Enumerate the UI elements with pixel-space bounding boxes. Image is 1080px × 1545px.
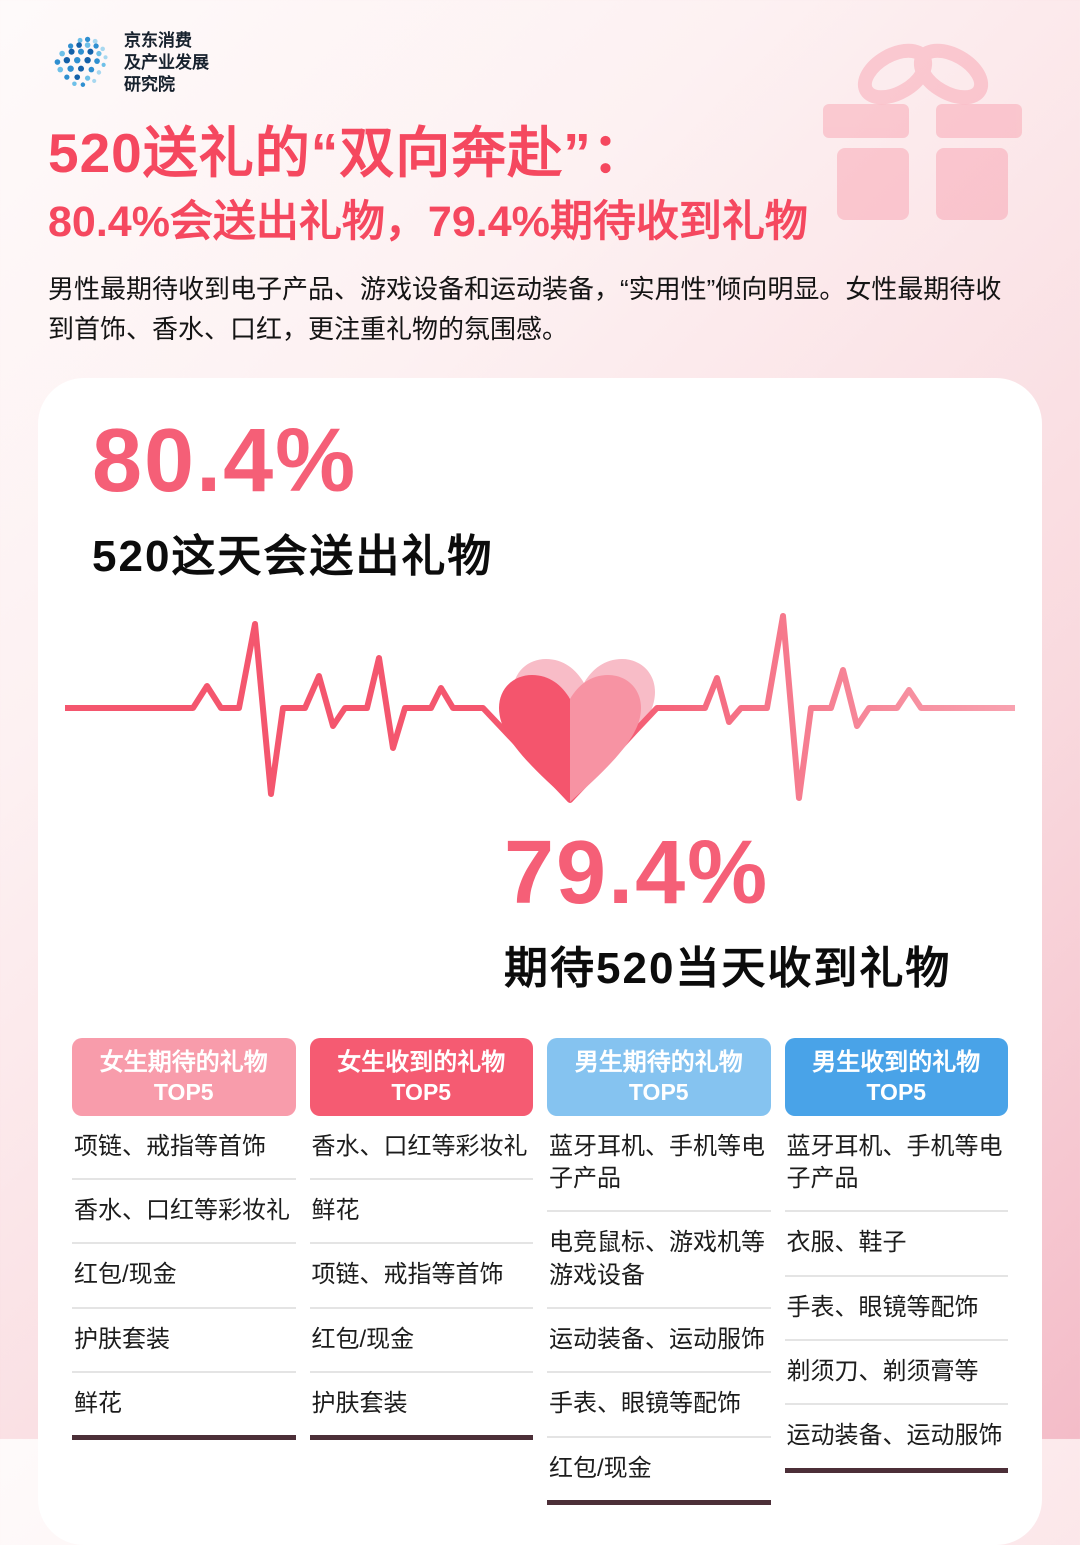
ekg-path xyxy=(65,612,1015,803)
page-header: 京东消费 及产业发展 研究院 520送礼的“双向奔赴”： xyxy=(0,0,1080,350)
logo-text-line1: 京东消费 xyxy=(124,31,192,50)
column-header-boys-expected: 男生期待的礼物 TOP5 xyxy=(547,1037,771,1116)
gift-decoration xyxy=(815,26,1030,231)
column-header-girls-expected: 女生期待的礼物 TOP5 xyxy=(72,1037,296,1116)
logo-text-line2: 及产业发展 xyxy=(124,53,209,73)
column-title: 男生收到的礼物 xyxy=(812,1048,981,1076)
heartbeat-line xyxy=(65,612,1015,803)
gift-list: 香水、口红等彩妆礼 鲜花 项链、戒指等首饰 红包/现金 护肤套装 xyxy=(309,1116,533,1441)
infographic-page: 京东消费 及产业发展 研究院 520送礼的“双向奔赴”： xyxy=(0,0,1080,1506)
gift-item: 香水、口红等彩妆礼 xyxy=(309,1116,533,1180)
gift-item: 手表、眼镜等配饰 xyxy=(784,1277,1008,1342)
gift-item: 护肤套装 xyxy=(311,1390,408,1418)
jd-research-logo: 京东消费 及产业发展 研究院 xyxy=(48,30,1032,96)
gift-item: 红包/现金 xyxy=(309,1309,533,1374)
jd-logo-dots-icon xyxy=(54,36,108,88)
page-title: 520送礼的“双向奔赴”： 80.4%会送出礼物，79.4%期待收到礼物 xyxy=(48,122,1032,247)
gift-list: 蓝牙耳机、手机等电子产品 电竞鼠标、游戏机等游戏设备 运动装备、运动服饰 手表、… xyxy=(547,1116,771,1506)
title-line1: 520送礼的“双向奔赴”： xyxy=(48,122,648,185)
column-subtitle: TOP5 xyxy=(153,1078,214,1105)
column-title: 女生收到的礼物 xyxy=(337,1048,506,1076)
logo-text: 京东消费 及产业发展 研究院 xyxy=(124,30,209,96)
send-percentage: 80.4% xyxy=(92,410,358,511)
top5-gift-table: 女生期待的礼物 TOP5 项链、戒指等首饰 香水、口红等彩妆礼 红包/现金 护肤… xyxy=(64,1037,1016,1506)
column-header-boys-received: 男生收到的礼物 TOP5 xyxy=(784,1037,1008,1116)
column-boys-expected: 男生期待的礼物 TOP5 蓝牙耳机、手机等电子产品 电竞鼠标、游戏机等游戏设备 … xyxy=(547,1037,771,1506)
content-card: 80.4% 520这天会送出礼物 79.4% 期待520当天收到礼物 xyxy=(38,377,1042,1545)
gift-item: 项链、戒指等首饰 xyxy=(72,1116,296,1180)
gift-item: 运动装备、运动服饰 xyxy=(547,1309,771,1374)
gift-item: 运动装备、运动服饰 xyxy=(786,1422,1003,1450)
gift-item: 剃须刀、剃须膏等 xyxy=(784,1341,1008,1406)
column-title: 女生期待的礼物 xyxy=(99,1048,268,1076)
receive-percentage: 79.4% xyxy=(504,822,770,923)
column-subtitle: TOP5 xyxy=(628,1078,689,1105)
heart-icon xyxy=(499,674,641,802)
gift-icon xyxy=(823,43,1022,220)
gift-list: 项链、戒指等首饰 香水、口红等彩妆礼 红包/现金 护肤套装 鲜花 xyxy=(72,1116,296,1441)
gift-item: 项链、戒指等首饰 xyxy=(309,1244,533,1309)
gift-item: 红包/现金 xyxy=(72,1244,296,1309)
gift-item: 护肤套装 xyxy=(72,1309,296,1374)
send-label: 520这天会送出礼物 xyxy=(92,531,494,581)
column-subtitle: TOP5 xyxy=(391,1078,452,1105)
gift-item: 衣服、鞋子 xyxy=(784,1212,1008,1277)
gift-item: 蓝牙耳机、手机等电子产品 xyxy=(784,1116,1008,1213)
intro-paragraph: 男性最期待收到电子产品、游戏设备和运动装备，“实用性”倾向明显。女性最期待收到首… xyxy=(48,273,1002,345)
column-header-girls-received: 女生收到的礼物 TOP5 xyxy=(309,1037,533,1116)
receive-label: 期待520当天收到礼物 xyxy=(504,943,952,993)
stat-receive-gifts: 79.4% 期待520当天收到礼物 xyxy=(504,828,1016,996)
column-girls-received: 女生收到的礼物 TOP5 香水、口红等彩妆礼 鲜花 项链、戒指等首饰 红包/现金… xyxy=(309,1037,533,1506)
column-girls-expected: 女生期待的礼物 TOP5 项链、戒指等首饰 香水、口红等彩妆礼 红包/现金 护肤… xyxy=(72,1037,296,1506)
gift-item: 蓝牙耳机、手机等电子产品 xyxy=(547,1116,771,1213)
gift-item: 鲜花 xyxy=(74,1390,122,1418)
gift-item: 电竞鼠标、游戏机等游戏设备 xyxy=(547,1212,771,1310)
gift-item: 鲜花 xyxy=(309,1180,533,1245)
column-boys-received: 男生收到的礼物 TOP5 蓝牙耳机、手机等电子产品 衣服、鞋子 手表、眼镜等配饰… xyxy=(784,1037,1008,1506)
gift-item: 红包/现金 xyxy=(549,1454,652,1482)
column-title: 男生期待的礼物 xyxy=(574,1048,743,1076)
title-line2: 80.4%会送出礼物，79.4%期待收到礼物 xyxy=(48,197,808,246)
gift-item: 香水、口红等彩妆礼 xyxy=(72,1180,296,1245)
gift-item: 手表、眼镜等配饰 xyxy=(547,1373,771,1438)
logo-text-line3: 研究院 xyxy=(124,75,175,95)
gift-list: 蓝牙耳机、手机等电子产品 衣服、鞋子 手表、眼镜等配饰 剃须刀、剃须膏等 运动装… xyxy=(784,1116,1008,1473)
stat-send-gifts: 80.4% 520这天会送出礼物 xyxy=(64,416,1016,584)
column-subtitle: TOP5 xyxy=(866,1078,927,1105)
